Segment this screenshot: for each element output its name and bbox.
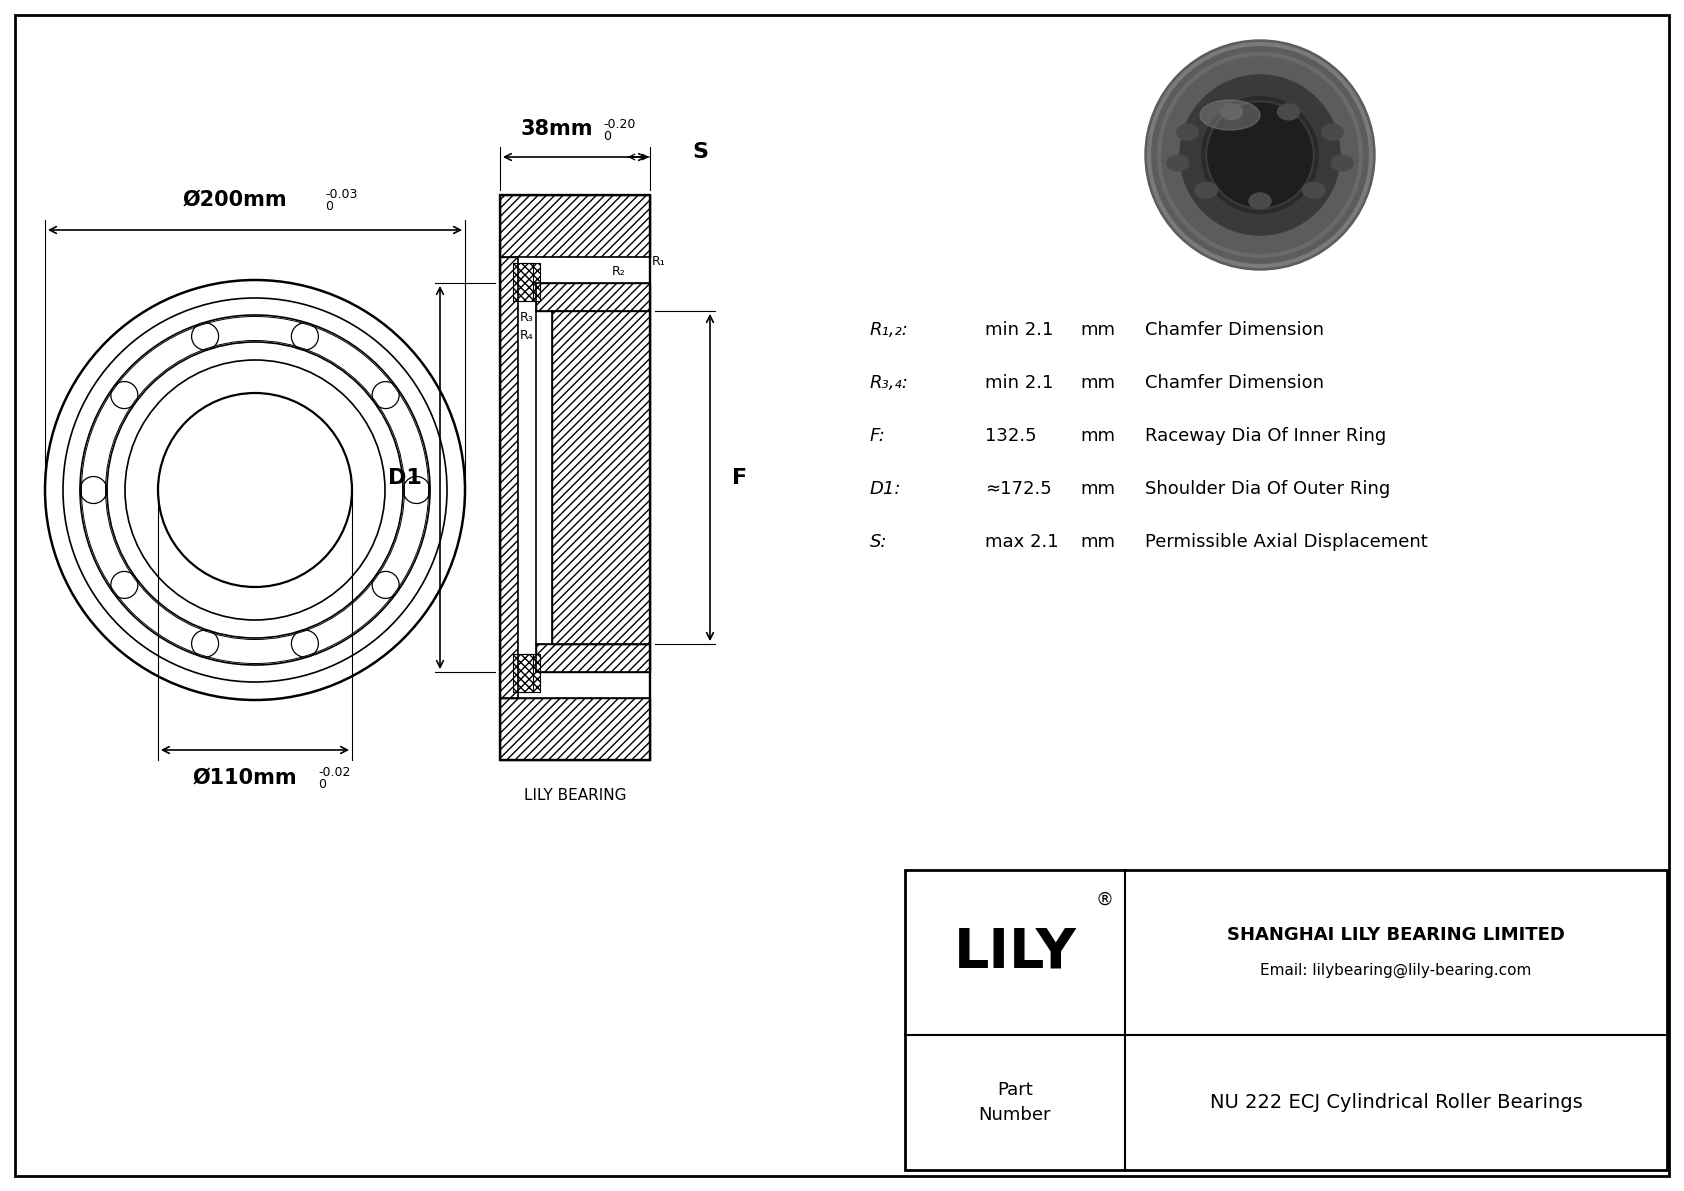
Text: R₁,₂:: R₁,₂:: [871, 322, 909, 339]
Text: mm: mm: [1079, 322, 1115, 339]
Text: Chamfer Dimension: Chamfer Dimension: [1145, 322, 1324, 339]
Text: NU 222 ECJ Cylindrical Roller Bearings: NU 222 ECJ Cylindrical Roller Bearings: [1209, 1093, 1583, 1112]
Text: min 2.1: min 2.1: [985, 374, 1054, 392]
Text: 132.5: 132.5: [985, 428, 1037, 445]
Bar: [519, 257, 650, 698]
Text: 38mm: 38mm: [520, 119, 593, 139]
Text: S: S: [692, 142, 707, 162]
Text: Part
Number: Part Number: [978, 1081, 1051, 1124]
Bar: [520, 263, 541, 301]
Text: 0: 0: [318, 779, 327, 792]
Bar: [536, 283, 650, 311]
Text: mm: mm: [1079, 374, 1115, 392]
Bar: [904, 869, 1667, 1170]
Ellipse shape: [1201, 100, 1260, 130]
Bar: [500, 195, 650, 257]
Circle shape: [1180, 75, 1340, 235]
Text: ®: ®: [1096, 891, 1115, 909]
Ellipse shape: [1221, 104, 1243, 120]
Text: min 2.1: min 2.1: [985, 322, 1054, 339]
Text: mm: mm: [1079, 534, 1115, 551]
Bar: [536, 644, 650, 672]
Text: D1:: D1:: [871, 480, 901, 498]
Ellipse shape: [1250, 193, 1271, 208]
Text: -0.03: -0.03: [325, 188, 357, 201]
Text: mm: mm: [1079, 428, 1115, 445]
Text: ≈172.5: ≈172.5: [985, 480, 1052, 498]
Bar: [500, 195, 650, 760]
Text: -0.02: -0.02: [318, 767, 350, 779]
Text: S:: S:: [871, 534, 887, 551]
Ellipse shape: [1332, 155, 1354, 172]
Text: Ø200mm: Ø200mm: [182, 191, 288, 210]
Circle shape: [1145, 40, 1376, 270]
Text: R₁: R₁: [652, 255, 665, 268]
Text: 0: 0: [603, 130, 611, 143]
Ellipse shape: [1303, 182, 1325, 198]
Text: R₃,₄:: R₃,₄:: [871, 374, 909, 392]
Bar: [500, 257, 519, 698]
Text: Raceway Dia Of Inner Ring: Raceway Dia Of Inner Ring: [1145, 428, 1386, 445]
Text: Permissible Axial Displacement: Permissible Axial Displacement: [1145, 534, 1428, 551]
Text: SHANGHAI LILY BEARING LIMITED: SHANGHAI LILY BEARING LIMITED: [1228, 925, 1564, 943]
Text: LILY: LILY: [953, 925, 1076, 979]
Ellipse shape: [1167, 155, 1189, 172]
Bar: [552, 311, 650, 644]
Text: max 2.1: max 2.1: [985, 534, 1059, 551]
Text: Ø110mm: Ø110mm: [192, 768, 298, 788]
Text: -0.20: -0.20: [603, 118, 635, 131]
Ellipse shape: [1322, 124, 1344, 141]
Ellipse shape: [1196, 182, 1218, 198]
Circle shape: [1207, 102, 1312, 207]
Ellipse shape: [1278, 104, 1300, 120]
Text: F:: F:: [871, 428, 886, 445]
Text: LILY BEARING: LILY BEARING: [524, 787, 626, 803]
Text: 0: 0: [325, 200, 333, 212]
Text: F: F: [733, 468, 748, 487]
Text: mm: mm: [1079, 480, 1115, 498]
Text: Email: lilybearing@lily-bearing.com: Email: lilybearing@lily-bearing.com: [1260, 962, 1532, 978]
Bar: [520, 654, 541, 692]
Text: R₂: R₂: [611, 266, 626, 278]
Ellipse shape: [1177, 124, 1199, 141]
Bar: [514, 654, 534, 692]
Text: Chamfer Dimension: Chamfer Dimension: [1145, 374, 1324, 392]
Text: R₃: R₃: [520, 311, 534, 324]
Text: Shoulder Dia Of Outer Ring: Shoulder Dia Of Outer Ring: [1145, 480, 1391, 498]
Text: D1: D1: [387, 468, 423, 487]
Text: R₄: R₄: [520, 329, 534, 342]
Bar: [500, 698, 650, 760]
Bar: [514, 263, 534, 301]
